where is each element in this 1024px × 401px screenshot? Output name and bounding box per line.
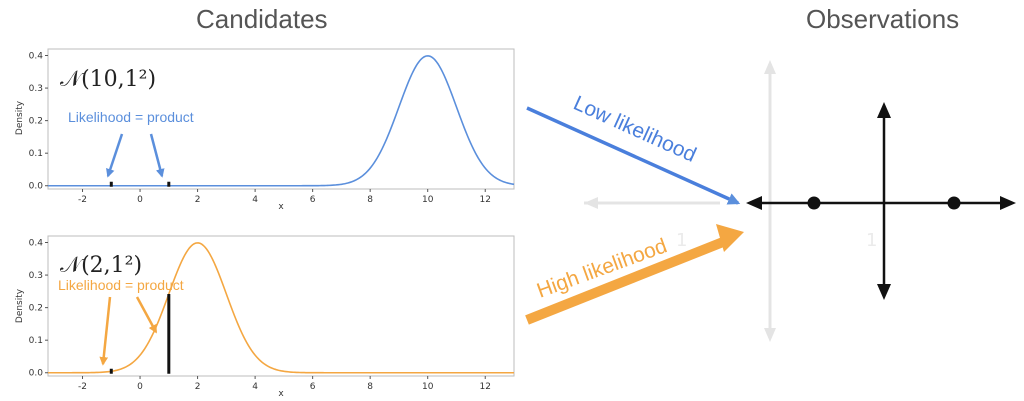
x-tick-label: 2: [195, 195, 201, 205]
x-tick-label: 8: [367, 195, 373, 205]
observations-heading: Observations: [806, 4, 960, 34]
y-tick-label: 0.3: [29, 271, 43, 281]
annotation-arrow: [135, 296, 158, 334]
observation-point: [947, 196, 961, 210]
arrow-up-icon: [877, 102, 891, 118]
density-curve: [48, 55, 515, 187]
x-tick-label: 6: [310, 195, 316, 205]
x-tick-label: 4: [252, 195, 258, 205]
faint-tick-label: 1: [866, 230, 877, 251]
observation-point: [807, 196, 821, 210]
plot-frame: [47, 48, 515, 190]
x-tick-label: 10: [422, 382, 434, 392]
arrow-down-icon: [877, 284, 891, 300]
arrow-right-icon: [1000, 196, 1016, 210]
candidate-plot-top: -2 0 2 4 6 8 10 12 0.0 0.1 0.2 0.3 0.4 x Density 𝒩(1…: [15, 48, 515, 212]
y-tick-label: 0.4: [29, 239, 44, 249]
candidates-heading: Candidates: [196, 4, 328, 34]
distribution-label: 𝒩(10,1²): [60, 67, 156, 92]
candidate-plot-bottom: -2 0 2 4 6 8 10 12 0.0 0.1 0.2 0.3 0.4 x Density 𝒩(2…: [15, 235, 515, 399]
y-tick-label: 0.4: [29, 52, 44, 62]
observation-axes: [746, 102, 1016, 300]
x-tick-label: 12: [480, 382, 491, 392]
y-axis-label: Density: [15, 100, 25, 135]
x-tick-label: -2: [78, 382, 87, 392]
low-likelihood-arrow: [526, 106, 741, 205]
y-tick-label: 0.2: [29, 117, 43, 127]
likelihood-annotation: Likelihood = product: [68, 109, 194, 125]
y-tick-label: 0.0: [29, 369, 44, 379]
high-likelihood-arrowhead: [716, 224, 744, 252]
x-tick-label: -2: [78, 195, 87, 205]
y-tick-label: 0.3: [29, 84, 43, 94]
x-tick-label: 2: [195, 382, 201, 392]
annotation-arrow: [149, 133, 165, 178]
faint-background-axes: 1 1: [584, 60, 877, 342]
y-axis-label: Density: [15, 288, 25, 323]
y-tick-label: 0.0: [29, 182, 44, 192]
distribution-label: 𝒩(2,1²): [60, 253, 142, 278]
x-tick-label: 6: [310, 382, 316, 392]
y-tick-label: 0.1: [29, 336, 43, 346]
x-tick-label: 0: [137, 195, 143, 205]
high-likelihood-arrow: [525, 235, 730, 325]
x-tick-label: 4: [252, 382, 258, 392]
x-tick-label: 8: [367, 382, 373, 392]
x-tick-label: 0: [137, 382, 143, 392]
density-curve: [48, 242, 514, 374]
faint-tick-label: 1: [676, 230, 687, 251]
y-tick-label: 0.2: [29, 304, 43, 314]
likelihood-annotation: Likelihood = product: [58, 277, 184, 293]
y-tick-label: 0.1: [29, 149, 43, 159]
x-axis-label: x: [278, 202, 284, 212]
x-axis-label: x: [278, 389, 284, 399]
annotation-arrow: [99, 296, 112, 366]
arrow-left-icon: [746, 196, 762, 210]
plot-frame: [47, 235, 515, 377]
annotation-arrow: [106, 133, 124, 178]
x-tick-label: 10: [422, 195, 434, 205]
x-tick-label: 12: [480, 195, 491, 205]
